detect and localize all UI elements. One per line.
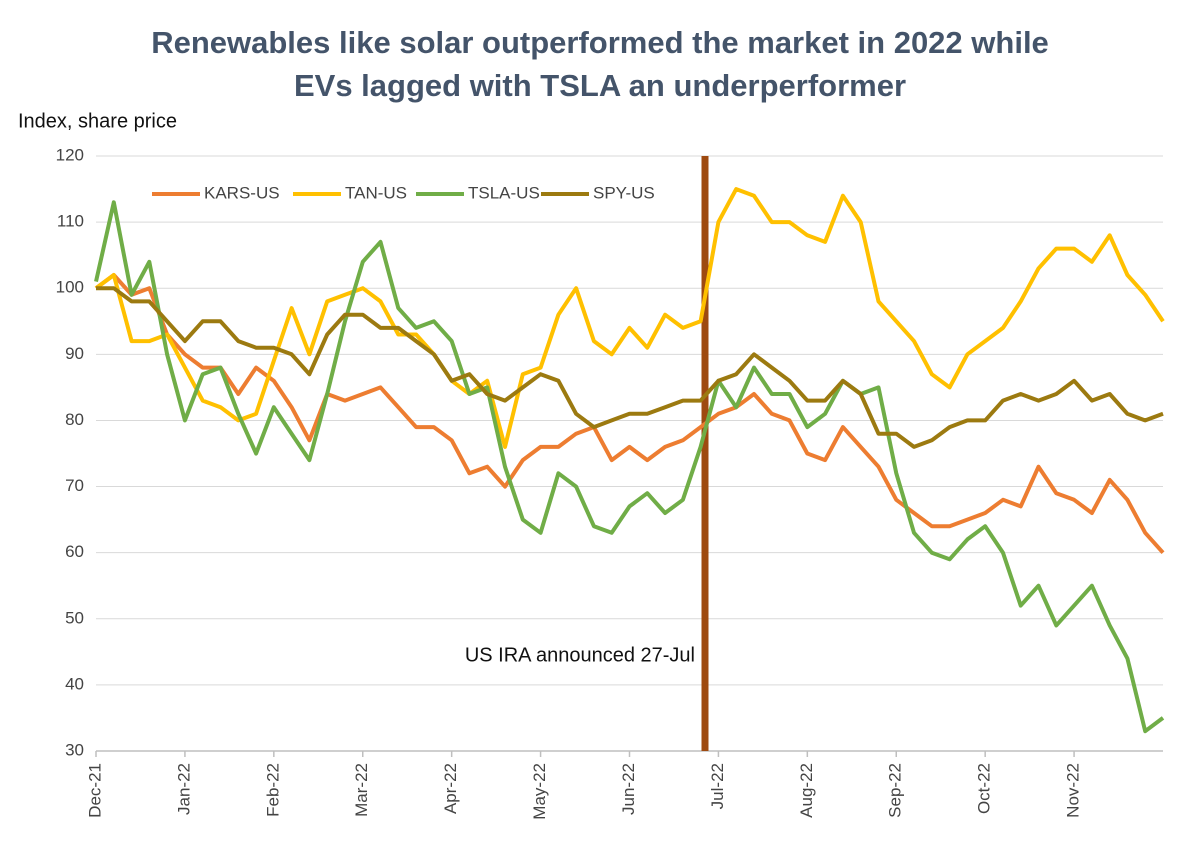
x-tick-label: Aug-22 <box>797 763 816 818</box>
y-tick-label: 70 <box>65 476 84 495</box>
y-tick-label: 90 <box>65 344 84 363</box>
x-tick-label: Feb-22 <box>263 763 282 817</box>
x-tick-label: Jan-22 <box>174 763 193 815</box>
series-line <box>96 286 1164 449</box>
y-tick-label: 100 <box>56 278 84 297</box>
y-tick-label: 30 <box>65 740 84 759</box>
chart-title: Renewables like solar outperformed the m… <box>151 25 1049 60</box>
y-tick-label: 80 <box>65 410 84 429</box>
series-line <box>94 200 1165 734</box>
x-tick-label: Jul-22 <box>708 763 727 809</box>
x-tick-label: Nov-22 <box>1064 763 1083 818</box>
y-tick-label: 50 <box>65 608 84 627</box>
legend-label: SPY-US <box>593 183 655 202</box>
series-line <box>94 187 1165 449</box>
y-tick-label: 110 <box>57 212 84 231</box>
x-tick-label: Dec-21 <box>85 763 104 818</box>
x-tick-label: Jun-22 <box>619 763 638 815</box>
x-tick-label: Oct-22 <box>975 763 994 814</box>
legend-label: KARS-US <box>204 183 280 202</box>
x-tick-label: Sep-22 <box>886 763 905 818</box>
series-line <box>94 273 1165 555</box>
legend-label: TSLA-US <box>468 183 540 202</box>
chart-title: EVs lagged with TSLA an underperformer <box>294 68 906 103</box>
y-tick-label: 60 <box>65 542 84 561</box>
y-axis-label: Index, share price <box>18 110 177 132</box>
x-tick-label: May-22 <box>530 763 549 820</box>
x-tick-label: Mar-22 <box>352 763 371 817</box>
y-tick-label: 40 <box>65 674 84 693</box>
x-tick-label: Apr-22 <box>441 763 460 814</box>
legend-label: TAN-US <box>345 183 407 202</box>
y-tick-label: 120 <box>56 145 84 164</box>
annotation: US IRA announced 27-Jul <box>465 644 695 666</box>
